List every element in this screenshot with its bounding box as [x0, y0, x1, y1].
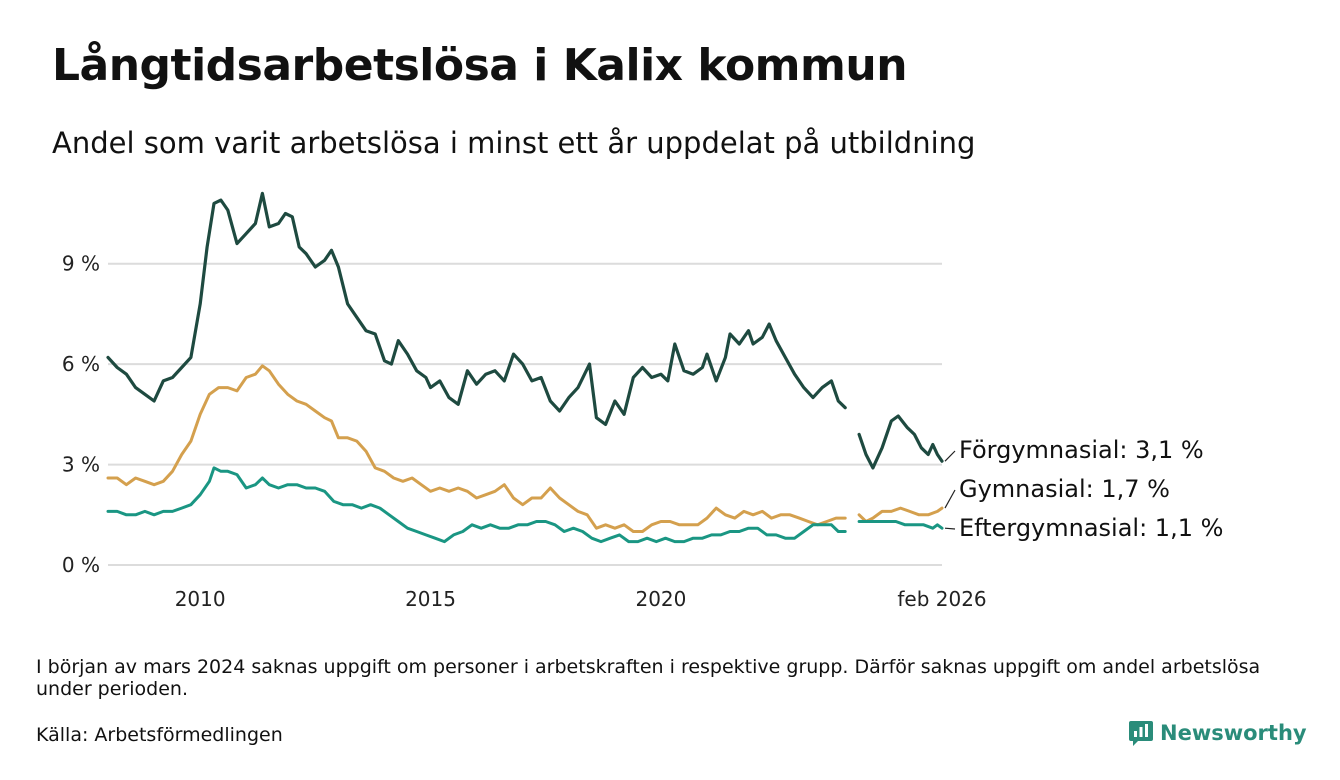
series-line-förgymnasial-2: [857, 414, 944, 470]
series-line-gymnasial-2: [857, 506, 944, 523]
bar-chart-icon: [1129, 721, 1153, 746]
y-tick-label: 3 %: [62, 453, 100, 477]
x-tick-label: 2015: [405, 587, 456, 611]
end-label-leader: [944, 450, 956, 462]
series-line-eftergymnasial-2: [857, 520, 944, 530]
series-line-förgymnasial-1: [106, 191, 847, 426]
x-tick-label: 2020: [635, 587, 686, 611]
end-label-gymnasial: Gymnasial: 1,7 %: [959, 475, 1170, 503]
footnote: I början av mars 2024 saknas uppgift om …: [36, 656, 1261, 700]
end-label-förgymnasial: Förgymnasial: 3,1 %: [959, 436, 1204, 464]
line-chart: 0 % 3 % 6 % 9 % 2010 2015 2020 feb 2026 Förgym…: [62, 191, 1223, 611]
x-tick-label: feb 2026: [897, 587, 986, 611]
end-label-leader: [944, 489, 956, 509]
x-tick-label: 2010: [175, 587, 226, 611]
brand-name: Newsworthy: [1160, 721, 1307, 745]
y-tick-label: 6 %: [62, 352, 100, 376]
brand-logo: Newsworthy: [1128, 718, 1307, 748]
y-tick-label: 0 %: [62, 553, 100, 577]
series-line-eftergymnasial-1: [106, 466, 847, 544]
gridlines: [108, 262, 942, 566]
chart-title: Långtidsarbetslösa i Kalix kommun: [52, 40, 908, 91]
end-label-leader: [944, 527, 956, 530]
series-line-gymnasial-1: [106, 364, 847, 533]
series-lines: [106, 191, 944, 544]
chart-subtitle: Andel som varit arbetslösa i minst ett å…: [52, 126, 976, 160]
source-credit: Källa: Arbetsförmedlingen: [36, 724, 283, 746]
end-label-eftergymnasial: Eftergymnasial: 1,1 %: [959, 514, 1223, 542]
y-axis-ticks: 0 % 3 % 6 % 9 %: [62, 252, 100, 577]
y-tick-label: 9 %: [62, 252, 100, 276]
x-axis-ticks: 2010 2015 2020 feb 2026: [175, 587, 987, 611]
end-labels: Förgymnasial: 3,1 % Gymnasial: 1,7 % Efter…: [944, 436, 1223, 542]
